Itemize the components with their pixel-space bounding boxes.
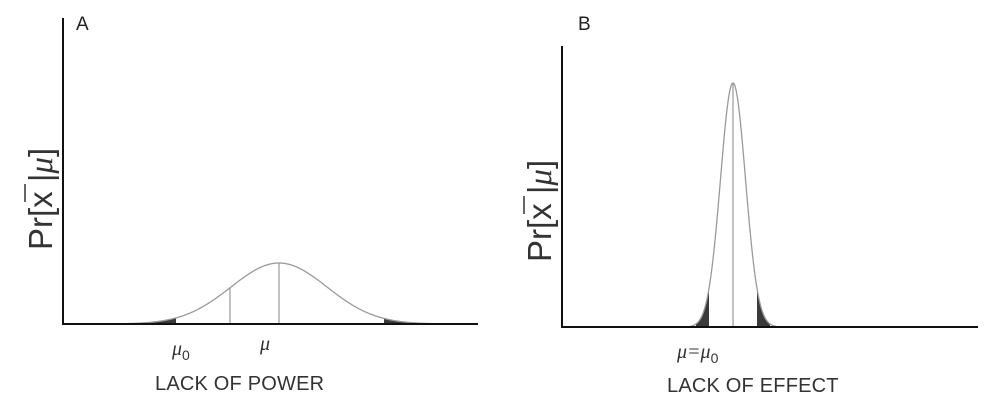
panel-b-right-tail — [757, 288, 770, 327]
panel-b-mu-eq-mu0-label: μ=μ0 — [676, 341, 719, 366]
panel-a-letter: A — [76, 14, 89, 35]
panel-a-ylabel-mu: μ — [24, 157, 60, 175]
panel-b-letter: B — [578, 14, 591, 35]
panel-a-ylabel-xbar: x — [22, 191, 59, 208]
panel-b-ylabel-sep: | — [521, 186, 558, 204]
panel-a-left-tail — [120, 317, 176, 324]
panel-b-mu-eq-mu0-text: μ=μ — [676, 341, 711, 363]
panel-b-ylabel-suffix: ] — [521, 160, 558, 169]
panel-a-ylabel: Pr[x |μ] — [22, 148, 60, 250]
panel-a-mu0-symbol: μ — [171, 338, 182, 360]
panel-b-axes — [561, 46, 978, 328]
panel-a-distribution-curve — [95, 262, 466, 325]
panel-a-caption: LACK OF POWER — [155, 373, 324, 395]
panel-a-ylabel-sep: | — [22, 174, 59, 192]
panel-a-right-tail — [384, 318, 440, 324]
panel-b-ylabel-mu: μ — [523, 169, 559, 187]
panel-a: A Pr[x |μ] μ0 μ LACK OF POWER — [22, 14, 478, 395]
panel-a-axes — [62, 18, 478, 325]
panel-a-mu-label: μ — [259, 333, 270, 355]
panel-a-mu0-label: μ0 — [171, 338, 190, 363]
panel-b-left-tail — [696, 288, 709, 327]
svg-text:Pr[x |μ]: Pr[x |μ] — [521, 160, 559, 262]
panel-b-ylabel: Pr[x |μ] — [521, 160, 559, 262]
panel-b-ylabel-prefix: Pr[ — [521, 220, 558, 262]
panel-b-caption: LACK OF EFFECT — [667, 375, 839, 397]
panel-a-ylabel-suffix: ] — [22, 148, 59, 157]
svg-text:Pr[x |μ]: Pr[x |μ] — [22, 148, 60, 250]
panel-b: B Pr[x |μ] μ=μ0 LACK OF EFFECT — [521, 14, 978, 397]
panel-a-ylabel-prefix: Pr[ — [22, 208, 59, 250]
panel-a-mu0-subscript: 0 — [182, 347, 190, 363]
panel-b-ylabel-xbar: x — [521, 203, 558, 220]
panel-b-mu0-subscript: 0 — [711, 350, 719, 366]
